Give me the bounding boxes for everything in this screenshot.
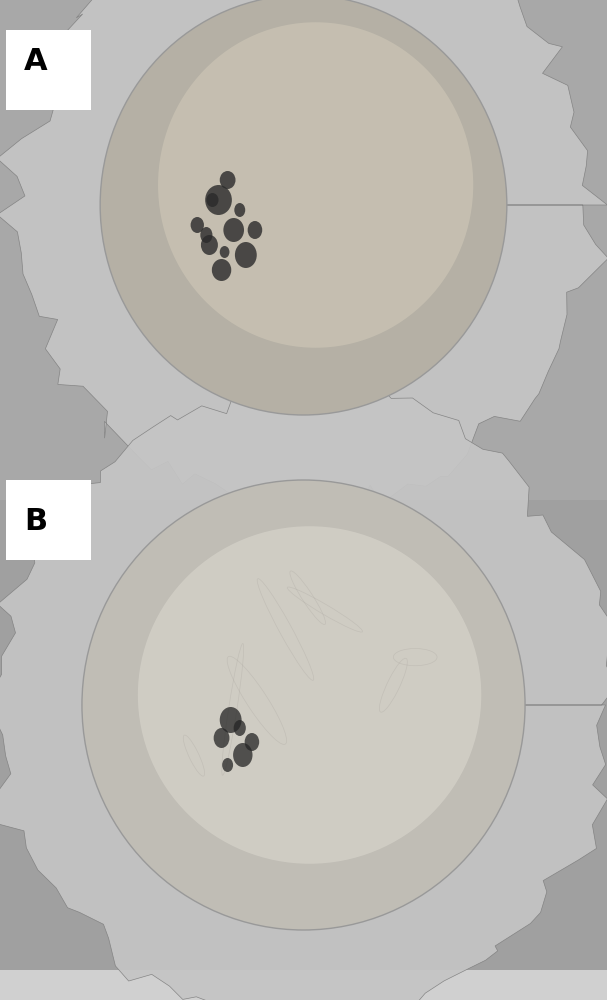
Polygon shape	[0, 0, 607, 520]
Bar	[0, 500, 607, 1000]
Ellipse shape	[220, 707, 242, 733]
Ellipse shape	[220, 171, 236, 189]
Ellipse shape	[205, 185, 232, 215]
Ellipse shape	[234, 720, 246, 736]
Ellipse shape	[234, 203, 245, 217]
Ellipse shape	[191, 217, 204, 233]
Ellipse shape	[200, 227, 212, 243]
Ellipse shape	[214, 728, 229, 748]
Ellipse shape	[158, 22, 473, 348]
Ellipse shape	[201, 235, 218, 255]
Bar	[0, 0, 607, 500]
Ellipse shape	[100, 0, 507, 415]
Ellipse shape	[222, 758, 233, 772]
Text: A: A	[24, 47, 48, 76]
Ellipse shape	[212, 259, 231, 281]
Ellipse shape	[223, 218, 244, 242]
Ellipse shape	[248, 221, 262, 239]
Ellipse shape	[206, 193, 219, 207]
Bar	[6, 480, 91, 560]
Ellipse shape	[220, 246, 229, 258]
Ellipse shape	[245, 733, 259, 751]
Bar	[6, 30, 91, 110]
Polygon shape	[0, 382, 607, 1000]
Ellipse shape	[233, 743, 253, 767]
Text: B: B	[24, 507, 47, 536]
Ellipse shape	[138, 526, 481, 864]
Ellipse shape	[82, 480, 525, 930]
Bar	[0, 970, 607, 1000]
Ellipse shape	[235, 242, 257, 268]
